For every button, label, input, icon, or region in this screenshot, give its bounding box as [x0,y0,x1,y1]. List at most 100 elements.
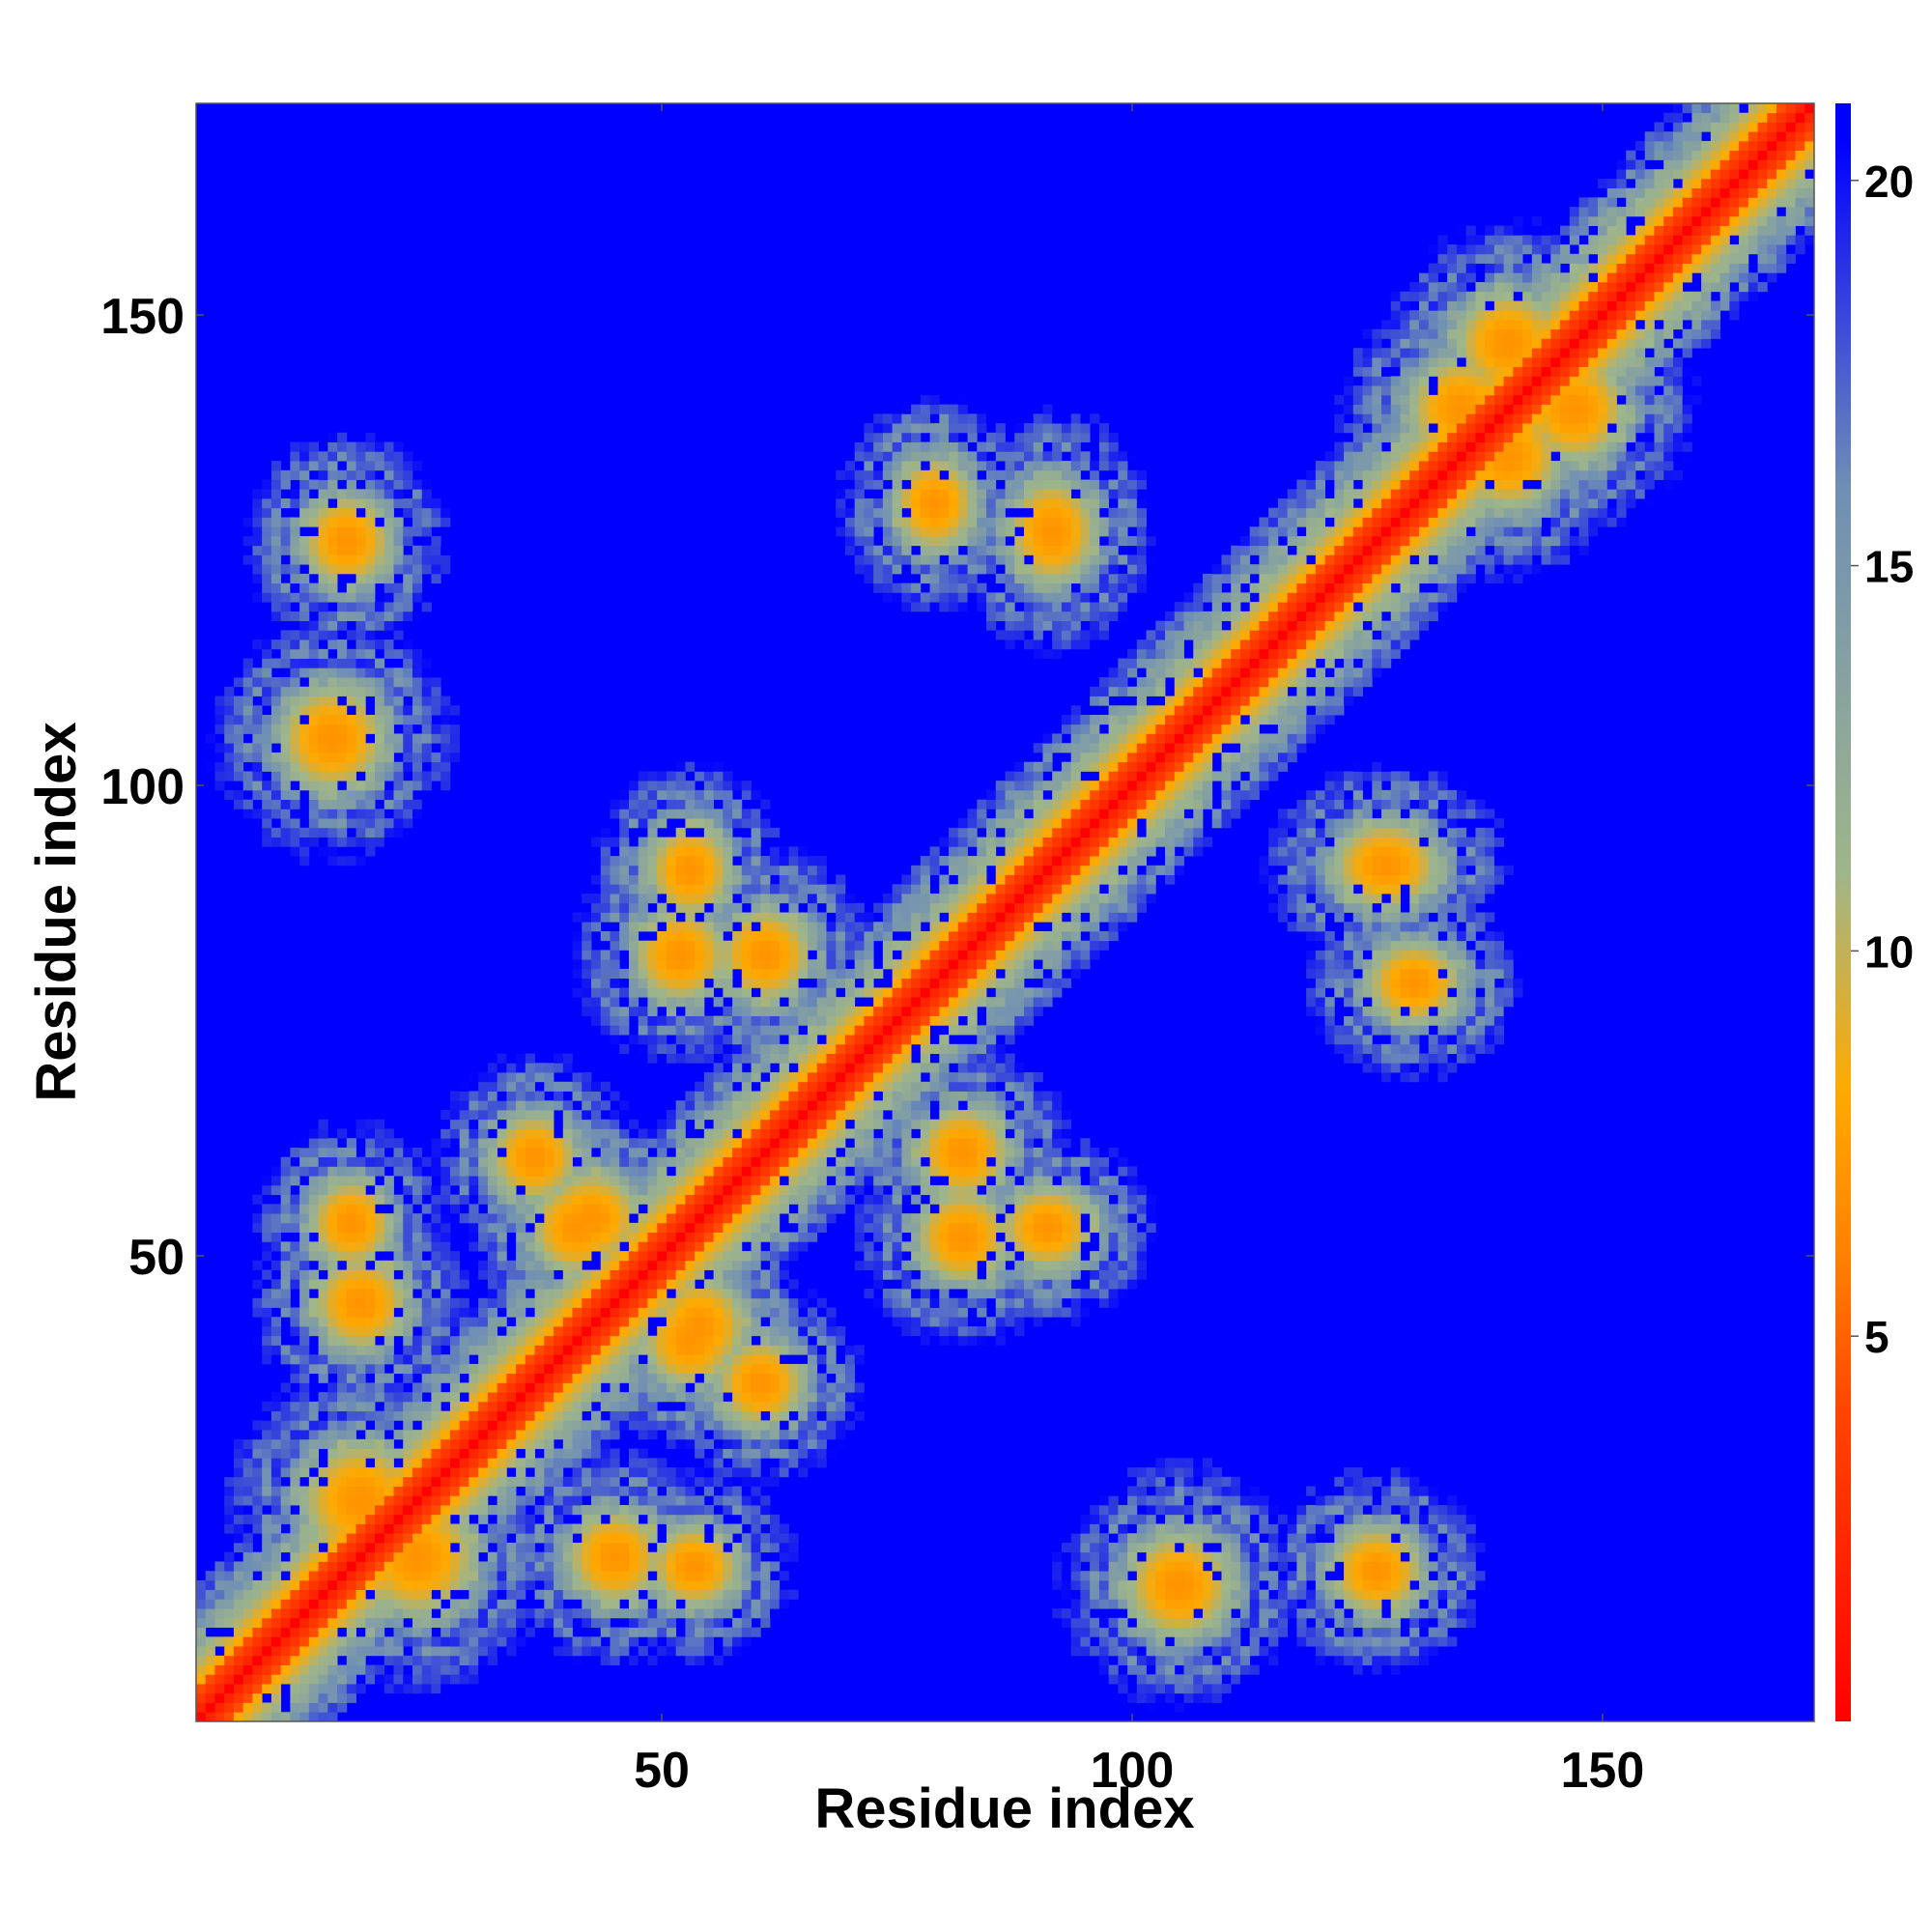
heatmap-cell [619,1486,630,1496]
heatmap-cell [600,1119,611,1129]
heatmap-cell [224,724,235,734]
heatmap-cell [807,1176,818,1186]
heatmap-cell [572,1081,582,1092]
heatmap-cell [337,1542,348,1553]
heatmap-cell [638,1599,648,1609]
heatmap-cell [591,1110,602,1121]
heatmap-cell [816,1430,827,1440]
heatmap-cell [252,724,263,734]
heatmap-cell [449,1119,461,1129]
heatmap-cell [487,1184,498,1196]
heatmap-cell [252,1702,263,1713]
heatmap-cell [299,639,310,650]
heatmap-cell [318,507,328,518]
heatmap-cell [459,1110,469,1121]
heatmap-cell [610,1025,620,1036]
heatmap-cell [478,1147,489,1158]
heatmap-cell [327,837,338,847]
heatmap-cell [666,1617,677,1629]
heatmap-cell [262,1307,272,1318]
heatmap-cell [685,884,696,895]
heatmap-cell [675,1241,686,1252]
heatmap-cell [751,912,761,923]
heatmap-cell [619,930,630,942]
heatmap-cell [723,1636,733,1647]
heatmap-cell [723,1119,733,1129]
heatmap-cell [779,1401,789,1412]
heatmap-cell [854,1241,865,1252]
heatmap-cell [836,1025,846,1036]
heatmap-cell [308,1542,319,1553]
heatmap-cell [732,874,743,885]
heatmap-cell [299,611,310,622]
heatmap-cell [751,1523,761,1534]
heatmap-cell [554,1392,564,1403]
heatmap-cell [355,1684,366,1694]
heatmap-cell [600,1100,611,1111]
heatmap-cell [619,1119,630,1129]
heatmap-cell [421,1279,432,1290]
heatmap-cell [798,1420,809,1431]
heatmap-cell [421,1401,432,1412]
heatmap-cell [666,1599,677,1609]
heatmap-cell [685,1533,696,1544]
heatmap-cell [440,724,451,734]
heatmap-cell [280,1251,291,1262]
heatmap-cell [440,1317,451,1327]
heatmap-cell [403,1363,413,1375]
heatmap-cell [459,1655,469,1665]
heatmap-cell [675,894,686,904]
heatmap-cell [403,1354,413,1365]
heatmap-cell [487,1279,498,1290]
heatmap-cell [685,922,696,932]
heatmap-cell [836,1091,846,1101]
heatmap-cell [732,1289,743,1299]
heatmap-cell [337,1241,348,1252]
heatmap-cell [337,1608,348,1619]
heatmap-cell [337,1269,348,1280]
heatmap-cell [685,997,696,1008]
heatmap-cell [252,705,263,716]
heatmap-cell [619,1589,630,1600]
heatmap-cell [487,1599,498,1609]
heatmap-cell [788,1006,799,1017]
heatmap-cell [299,1438,310,1449]
heatmap-cell [393,1476,404,1487]
heatmap-cell [836,1392,846,1403]
heatmap-cell [770,1345,781,1355]
heatmap-cell [393,1392,404,1403]
heatmap-cell [421,1335,432,1346]
heatmap-cell [732,1551,743,1562]
heatmap-cell [270,1608,282,1619]
heatmap-cell [666,1579,677,1591]
heatmap-cell [562,1420,573,1431]
heatmap-cell [421,1204,432,1214]
heatmap-cell [327,1363,338,1375]
heatmap-cell [497,1542,507,1553]
heatmap-cell [685,1646,696,1657]
heatmap-cell [506,1589,517,1600]
heatmap-cell [741,1251,752,1262]
heatmap-cell [233,696,244,706]
heatmap-cell [760,1542,771,1553]
heatmap-cell [299,1317,310,1327]
heatmap-cell [393,771,404,781]
heatmap-cell [290,1486,300,1496]
heatmap-cell [685,761,696,772]
heatmap-cell [242,1495,253,1506]
heatmap-cell [280,1617,291,1629]
heatmap-cell [196,1589,207,1600]
heatmap-cell [280,639,291,650]
heatmap-cell [695,997,705,1008]
heatmap-cell [826,1410,837,1421]
heatmap-cell [751,1279,761,1290]
heatmap-cell [469,1664,479,1675]
heatmap-cell [478,1458,489,1468]
heatmap-cell [638,1430,648,1440]
heatmap-cell [770,950,781,960]
heatmap-cell [685,1542,696,1553]
heatmap-cell [610,912,620,923]
heatmap-cell [534,1110,545,1121]
heatmap-cell [675,1410,686,1421]
